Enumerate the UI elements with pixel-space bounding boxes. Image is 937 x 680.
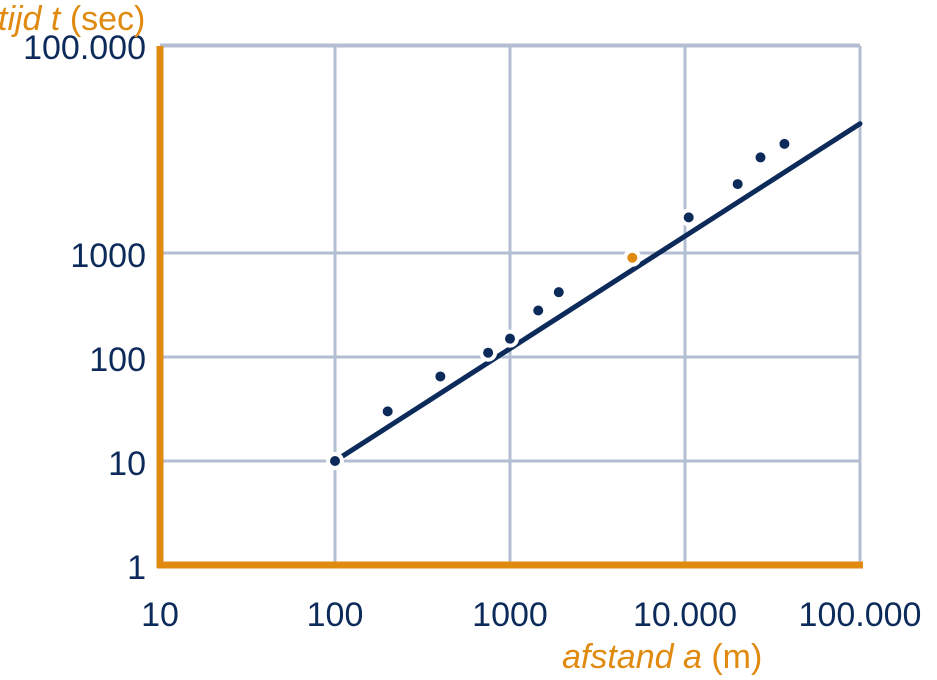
fit-line-group: [332, 121, 863, 464]
y-axis-var-symbol: t: [51, 0, 62, 38]
data-point: [553, 287, 564, 298]
data-point: [382, 406, 393, 417]
data-point-highlight: [627, 252, 638, 263]
y-axis-unit: (sec): [70, 0, 146, 38]
data-point: [732, 179, 743, 190]
x-tick-labels: 10 100 1000 10.000 100.000: [141, 596, 921, 634]
data-point: [505, 333, 515, 344]
x-tick-label: 100: [307, 596, 364, 634]
grid: [160, 43, 862, 565]
data-point: [533, 305, 544, 316]
y-axis-label: tijd t (sec): [0, 0, 145, 38]
y-tick-label: 10: [108, 445, 146, 483]
data-points: [326, 134, 794, 470]
fit-line: [332, 121, 863, 464]
axes: [156, 46, 863, 569]
x-tick-label: 1000: [472, 596, 548, 634]
data-point: [435, 371, 446, 382]
data-point: [755, 152, 766, 163]
x-axis-var-symbol: a: [683, 638, 702, 676]
x-tick-label: 10: [141, 596, 179, 634]
y-tick-label: 1: [127, 549, 146, 587]
x-tick-label: 100.000: [799, 596, 922, 634]
y-tick-label: 1000: [70, 237, 146, 275]
data-point: [483, 347, 494, 358]
x-tick-label: 10.000: [633, 596, 737, 634]
data-point: [683, 212, 694, 223]
x-axis-unit: (m): [711, 638, 762, 676]
data-point: [330, 456, 340, 466]
y-tick-label: 100: [89, 341, 146, 379]
data-point: [779, 138, 790, 149]
x-axis-var-name: afstand: [562, 638, 675, 676]
y-axis-var-name: tijd: [0, 0, 43, 38]
y-tick-label: 100.000: [23, 29, 146, 67]
x-axis-label: afstand a (m): [562, 638, 762, 676]
y-tick-labels: 1 10 100 1000 100.000: [23, 29, 146, 587]
